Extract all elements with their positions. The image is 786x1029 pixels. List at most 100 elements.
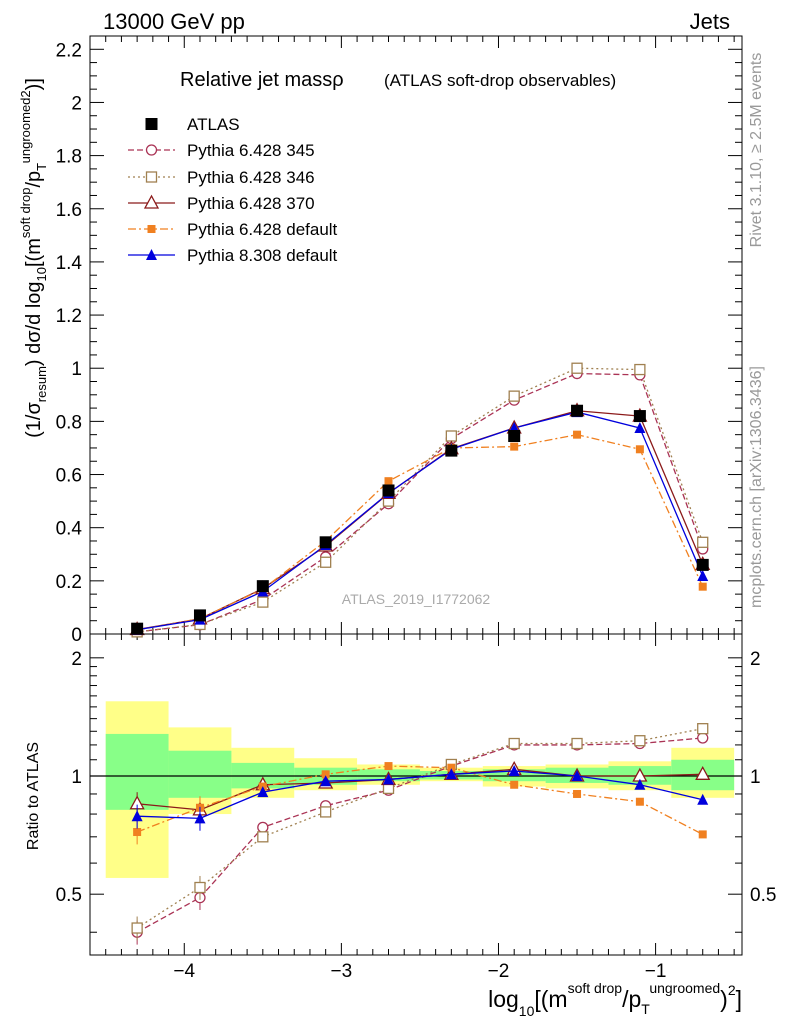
y-tick-label: 0.2 [56, 572, 82, 593]
ratio-band-inner [168, 750, 232, 798]
ratio-point [697, 732, 709, 744]
rivet-caption: Rivet 3.1.10, ≥ 2.5M events [748, 53, 765, 248]
y-tick-label: 1 [71, 359, 82, 380]
legend-marker [145, 118, 158, 130]
ratio-series-line [136, 728, 703, 929]
ratio-point [634, 735, 646, 747]
series-point [384, 477, 393, 486]
y-tick-label: 1.6 [56, 200, 82, 221]
ratio-point [257, 831, 269, 843]
ratio-point [635, 797, 644, 806]
atlas-point [319, 536, 332, 549]
chart-title: Relative jet massρ [180, 69, 344, 91]
ratio-point [131, 922, 143, 934]
ratio-point [697, 793, 709, 805]
ratio-point [194, 812, 206, 824]
legend-marker [146, 249, 157, 260]
legend-marker [143, 194, 160, 209]
ratio-point [698, 830, 707, 839]
y-tick-label: 1.4 [56, 253, 83, 274]
series-point [508, 390, 520, 402]
ratio-y-axis-label: Ratio to ATLAS [25, 742, 42, 850]
legend-entry: ATLAS [187, 115, 240, 134]
legend-marker [145, 171, 158, 183]
series-point [571, 362, 583, 374]
header-right: Jets [690, 9, 730, 34]
header-left: 13000 GeV pp [103, 9, 245, 34]
ratio-point [571, 770, 583, 782]
series-point [635, 445, 644, 454]
y-tick-label: 0.4 [56, 519, 83, 540]
ratio-point [257, 786, 269, 798]
ratio-point [321, 770, 330, 779]
main-y-axis-label: (1/σresum) dσ/d log10[(msoft drop/pTungr… [18, 78, 49, 438]
legend-entry: Pythia 6.428 345 [187, 141, 315, 160]
x-tick-label: −4 [173, 961, 195, 982]
ratio-point [510, 780, 519, 789]
legend-entry: Pythia 6.428 370 [187, 194, 315, 213]
series-point [634, 363, 646, 376]
ratio-frame [89, 633, 743, 956]
legend-entry: Pythia 8.308 default [187, 246, 338, 265]
ratio-point [320, 806, 332, 818]
series-line [137, 434, 704, 631]
ratio-series-line [137, 770, 703, 820]
atlas-point [382, 484, 395, 497]
series-point [697, 536, 709, 548]
ratio-series-line [136, 765, 704, 835]
ratio-y-tick-label-right: 0.5 [750, 885, 776, 906]
analysis-id: ATLAS_2019_I1772062 [342, 591, 491, 607]
atlas-point [508, 429, 521, 442]
ratio-point [634, 778, 646, 790]
y-tick-label: 0 [71, 625, 82, 646]
x-tick-label: −1 [645, 961, 667, 982]
legend-marker [145, 144, 158, 156]
ratio-point [508, 737, 520, 750]
legend-marker [147, 225, 156, 233]
ratio-point [320, 775, 332, 787]
series-point [634, 422, 646, 434]
y-tick-label: 0.6 [56, 466, 82, 487]
x-tick-label: −2 [488, 961, 510, 982]
ratio-y-tick-label-right: 1 [750, 767, 761, 788]
atlas-point [193, 609, 206, 622]
y-tick-label: 1.8 [56, 147, 82, 168]
ratio-point [573, 789, 582, 798]
ratio-y-tick-label: 1 [71, 767, 82, 788]
legend-entry: Pythia 6.428 default [187, 220, 338, 239]
ratio-y-tick-label: 0.5 [56, 885, 82, 906]
ratio-point [447, 763, 456, 772]
y-tick-label: 1.2 [56, 306, 82, 327]
series-point [697, 570, 709, 582]
chart-subtitle: (ATLAS soft-drop observables) [384, 71, 616, 90]
x-tick-label: −3 [331, 961, 353, 982]
ratio-point [133, 828, 142, 837]
atlas-point [571, 404, 584, 417]
y-tick-label: 2 [71, 93, 82, 114]
y-tick-label: 0.8 [56, 412, 82, 433]
ratio-point [445, 768, 457, 780]
ratio-point [257, 821, 269, 833]
y-tick-label: 2.2 [56, 40, 82, 61]
series-point [257, 596, 269, 608]
legend-entry: Pythia 6.428 346 [187, 168, 315, 187]
ratio-point [383, 773, 395, 785]
x-axis-label: log10[(msoft drop/pTungroomed)2] [488, 980, 742, 1019]
ratio-point [194, 881, 206, 894]
ratio-y-tick-label: 2 [71, 649, 82, 670]
series-line [137, 411, 704, 631]
series-point [698, 582, 707, 591]
series-point [573, 430, 582, 439]
ratio-y-tick-label-right: 2 [750, 649, 761, 670]
ratio-point [131, 810, 143, 822]
mcplots-caption: mcplots.cern.ch [arXiv:1306.3436] [748, 366, 765, 608]
atlas-point [633, 410, 646, 423]
atlas-point [131, 622, 144, 635]
ratio-point [695, 765, 711, 780]
ratio-point [384, 762, 393, 771]
series-line [137, 367, 704, 633]
atlas-point [256, 580, 269, 593]
ratio-point [571, 737, 583, 750]
